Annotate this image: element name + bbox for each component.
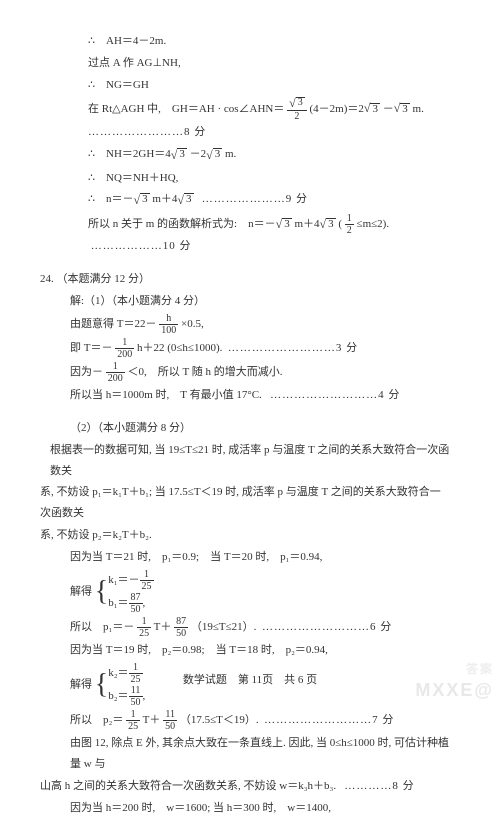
sqrt: 3	[177, 148, 187, 160]
line: ∴ n＝－√3 m＋4√3 …………………9 分	[70, 189, 450, 212]
text: 所以 n 关于 m 的函数解析式为: n＝－	[88, 218, 276, 230]
line: 所以 p₁＝－ 125 T＋ 8750 （19≤T≤21）. …………………………	[70, 616, 450, 639]
fraction: 12	[345, 213, 354, 236]
text: 因为－	[70, 366, 103, 378]
text: （19≤T≤21）.	[191, 621, 257, 633]
text: m.	[225, 148, 236, 160]
text: ＜0, 所以 T 随 h 的增大而减小.	[128, 366, 283, 378]
text: ∴ n＝－	[88, 193, 134, 205]
sqrt: 3	[326, 218, 336, 230]
eq: k₁＝－	[108, 574, 139, 586]
score: ………………………3 分	[228, 342, 358, 354]
score: ………………………7 分	[264, 714, 394, 726]
line: 解:（1）（本小题满分 4 分）	[70, 291, 450, 312]
line: ∴ NH＝2GH＝4√3 －2√3 m.	[70, 144, 450, 167]
line: 根据表一的数据可知, 当 19≤T≤21 时, 成活率 p 与温度 T 之间的关…	[50, 440, 450, 482]
line: 因为当 h＝200 时, w＝1600; 当 h＝300 时, w＝1400,	[70, 798, 450, 819]
score: ……………………8 分	[88, 126, 206, 138]
fraction: 1150	[163, 709, 177, 732]
text: 山高 h 之间的关系大致符合一次函数关系, 不妨设 w＝k₃h＋b₃.	[40, 780, 336, 792]
fraction: h100	[159, 313, 178, 336]
text: 由题意得 T＝22－	[70, 318, 156, 330]
eq: b₂＝	[108, 690, 128, 702]
text: m＋4	[294, 218, 319, 230]
line: 所以 n 关于 m 的函数解析式为: n＝－√3 m＋4√3 ( 12 ≤m≤2…	[70, 213, 450, 257]
text: ∴ NH＝2GH＝4	[88, 148, 171, 160]
text: (	[338, 218, 342, 230]
fraction: 1200	[115, 337, 134, 360]
sqrt: 3	[184, 193, 194, 205]
line: （2）（本小题满分 8 分）	[70, 418, 450, 439]
line: 由题意得 T＝22－ h100 ×0.5,	[70, 313, 450, 336]
fraction: √32	[287, 97, 307, 122]
line: 因为当 T＝19 时, p₂＝0.98; 当 T＝18 时, p₂＝0.94,	[70, 640, 450, 661]
line: 因为－ 1200 ＜0, 所以 T 随 h 的增大而减小.	[70, 361, 450, 384]
line: 系, 不妨设 p₂＝k₂T＋b₂.	[40, 525, 450, 546]
text: h＋22 (0≤h≤1000).	[137, 342, 222, 354]
eq: b₁＝	[108, 597, 128, 609]
score: …………………9 分	[202, 193, 308, 205]
text: T＋	[143, 714, 161, 726]
text: 解得	[70, 586, 92, 598]
score: …………8 分	[344, 780, 414, 792]
page-footer: 数学试题 第 11页 共 6 页	[0, 671, 500, 687]
text: m.	[413, 103, 424, 115]
line: 所以当 h＝1000m 时, T 有最小值 17°C. ………………………4 分	[70, 385, 450, 406]
text: 所以 p₂＝	[70, 714, 123, 726]
fraction: 125	[137, 616, 151, 639]
page-content: ∴ AH＝4－2m. 过点 A 作 AG⊥NH, ∴ NG＝GH 在 Rt△AG…	[0, 0, 500, 839]
score: ………………………6 分	[262, 621, 392, 633]
text: －2	[190, 148, 207, 160]
text: T＋	[154, 621, 172, 633]
line: ∴ NQ＝NH＋HQ,	[70, 168, 450, 189]
text: 即 T＝－	[70, 342, 112, 354]
line: 因为当 T＝21 时, p₁＝0.9; 当 T＝20 时, p₁＝0.94,	[70, 547, 450, 568]
text: 在 Rt△AGH 中, GH＝AH · cos∠AHN＝	[88, 103, 284, 115]
brace-icon: {	[95, 578, 108, 606]
sqrt: 3	[140, 193, 150, 205]
fraction: 1200	[106, 361, 125, 384]
sqrt: 3	[400, 103, 410, 115]
sqrt: 3	[282, 218, 292, 230]
question-24: 24. （本题满分 12 分）	[40, 269, 450, 290]
sqrt: 3	[370, 103, 380, 115]
text: m＋4	[152, 193, 177, 205]
text: ≤m≤2).	[357, 218, 390, 230]
qnum: 24.	[40, 273, 54, 285]
line: ∴ NG＝GH	[70, 75, 450, 96]
score: ………………………4 分	[270, 389, 400, 401]
line: 过点 A 作 AG⊥NH,	[70, 53, 450, 74]
text: 所以当 h＝1000m 时, T 有最小值 17°C.	[70, 389, 262, 401]
sqrt: 3	[213, 148, 223, 160]
line: ∴ AH＝4－2m.	[70, 31, 450, 52]
text: ×0.5,	[181, 318, 204, 330]
text: （本题满分 12 分）	[57, 273, 151, 285]
fraction: 8750	[174, 616, 188, 639]
line: 由图 12, 除点 E 外, 其余点大致在一条直线上. 因此, 当 0≤h≤10…	[70, 733, 450, 775]
line: 山高 h 之间的关系大致符合一次函数关系, 不妨设 w＝k₃h＋b₃. ……………	[40, 776, 450, 797]
line: 所以 p₂＝ 125 T＋ 1150 （17.5≤T＜19）. ………………………	[70, 709, 450, 732]
score: ………………10 分	[91, 240, 192, 252]
text: －	[383, 103, 394, 115]
text: 所以 p₁＝－	[70, 621, 134, 633]
line: 即 T＝－ 1200 h＋22 (0≤h≤1000). ………………………3 分	[70, 337, 450, 360]
text: (4－2m)＝2	[309, 103, 363, 115]
solve-group-1: 解得 { k₁＝－125 b₁＝8750,	[70, 569, 450, 615]
line: 在 Rt△AGH 中, GH＝AH · cos∠AHN＝ √32 (4－2m)＝…	[70, 97, 450, 143]
text: （17.5≤T＜19）.	[180, 714, 259, 726]
fraction: 125	[126, 709, 140, 732]
line: 系, 不妨设 p₁＝k₁T＋b₁; 当 17.5≤T＜19 时, 成活率 p 与…	[40, 482, 450, 524]
